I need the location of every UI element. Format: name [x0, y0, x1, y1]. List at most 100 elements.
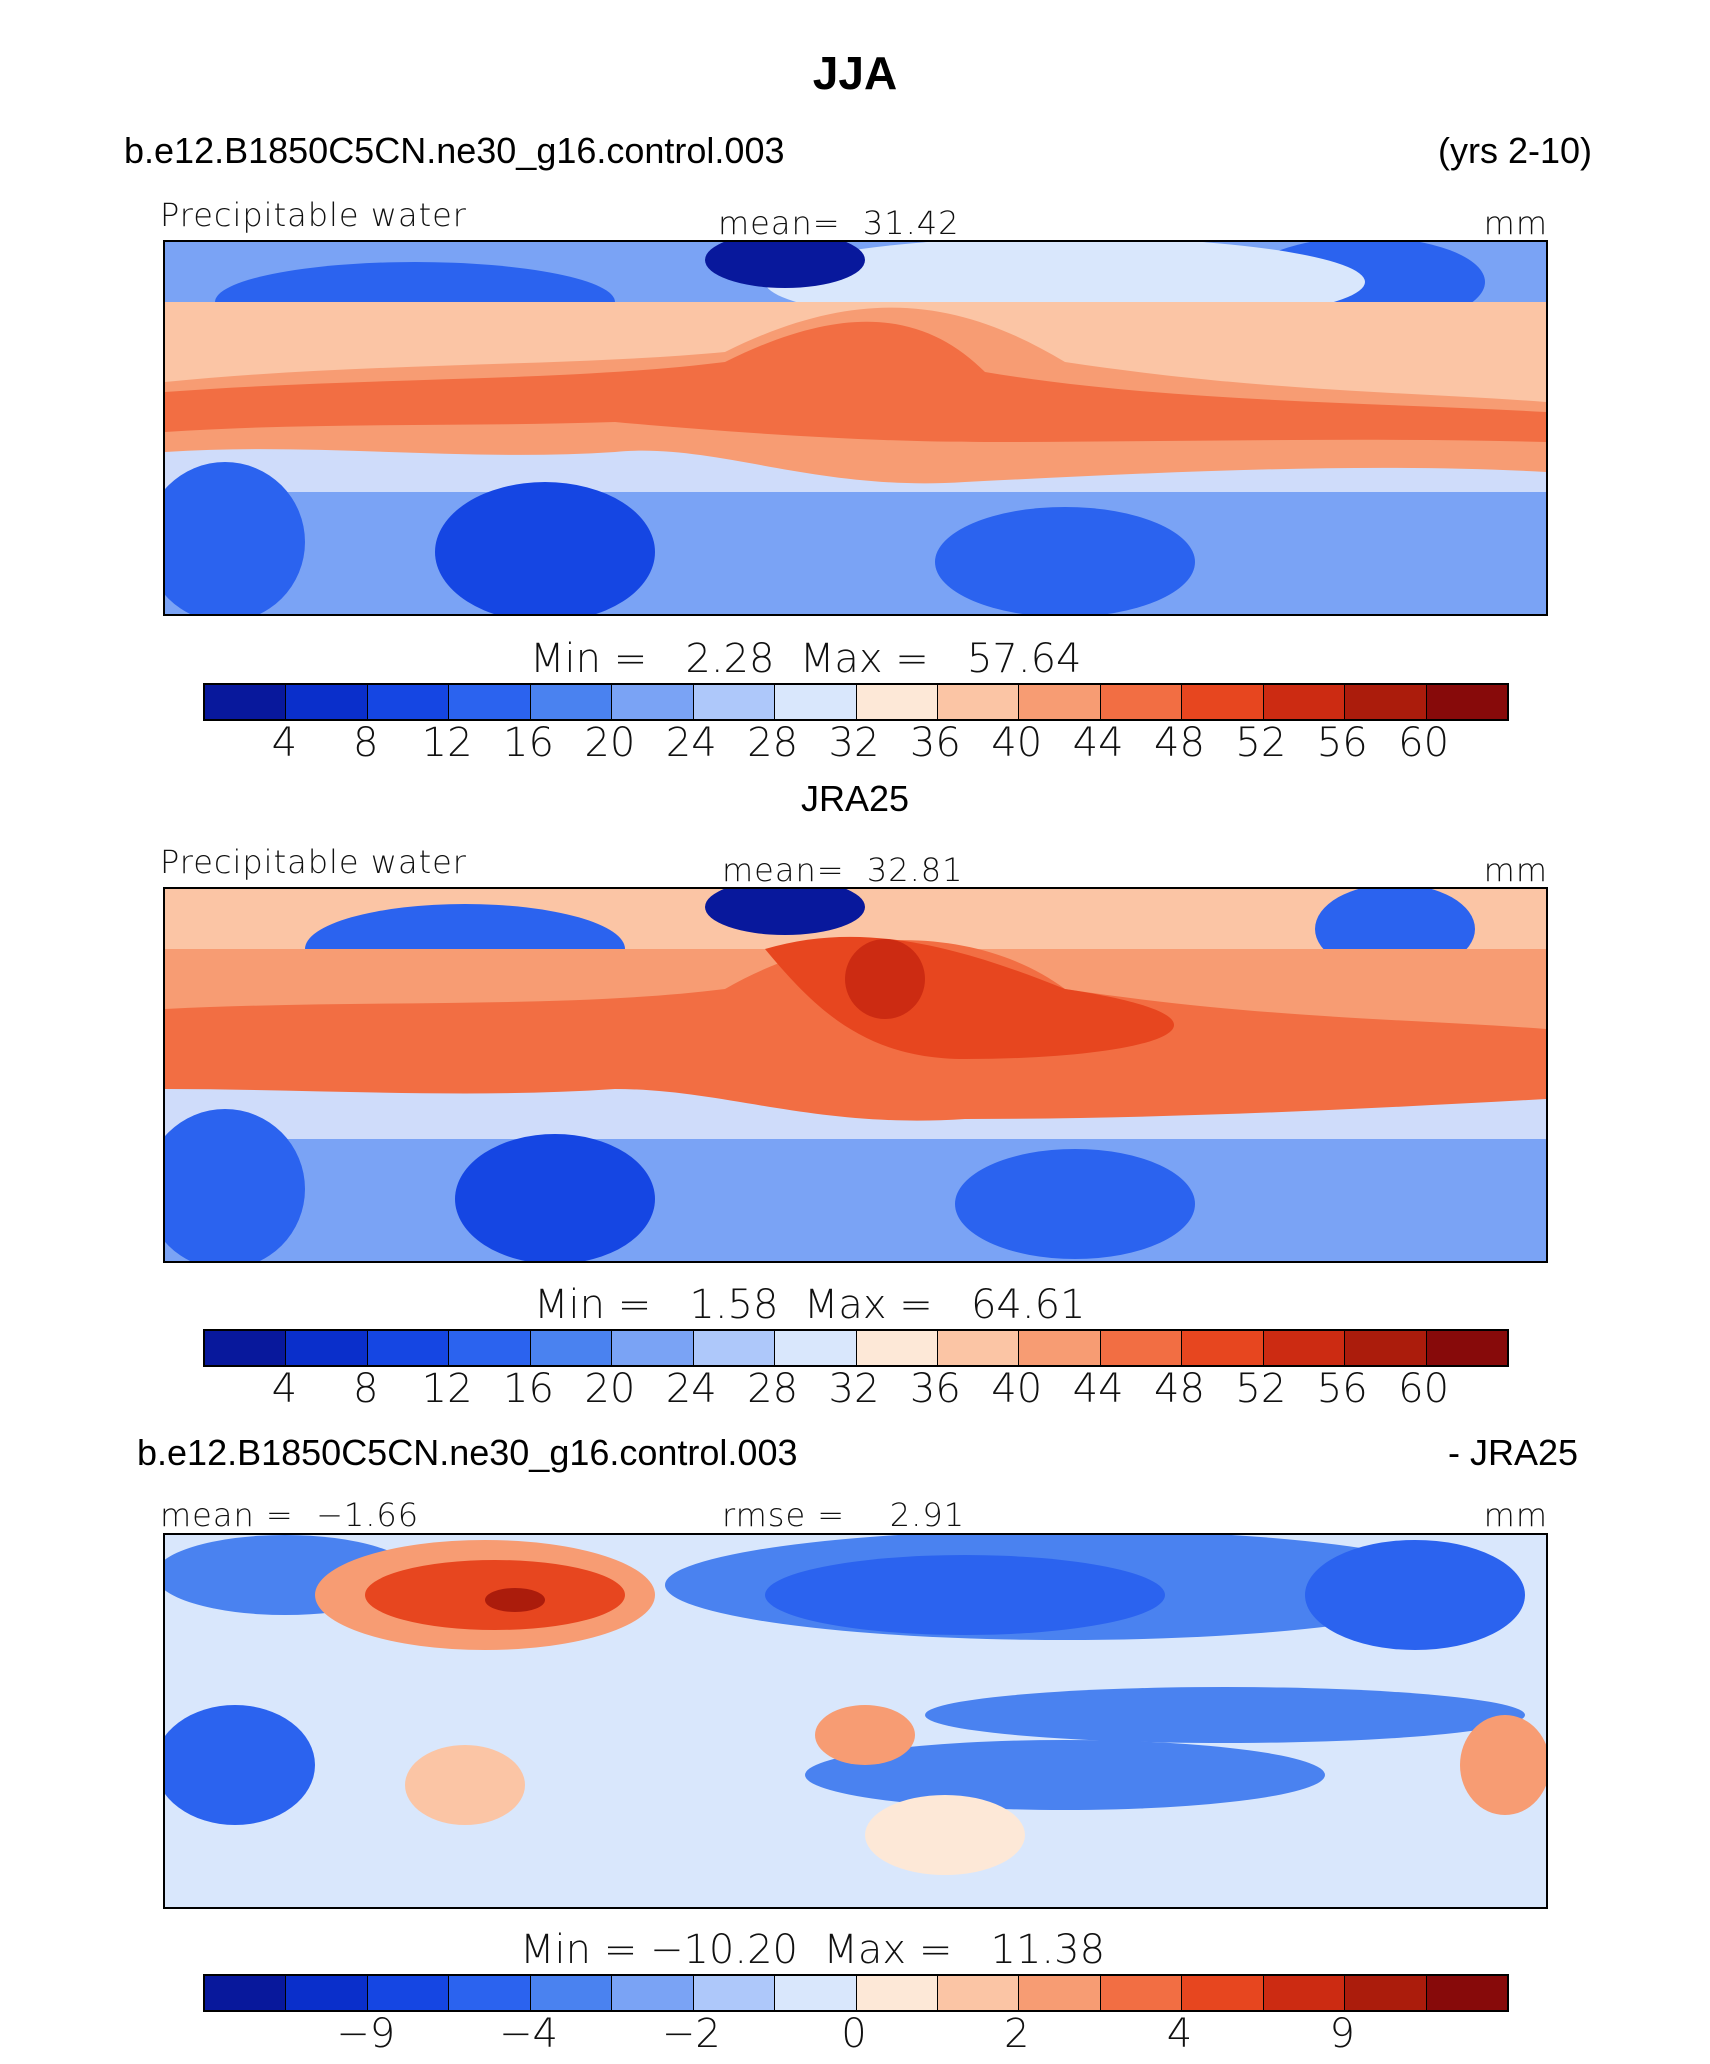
colorbar-box-10 [937, 1331, 1020, 1365]
panel3-rmse-label: rmse = [722, 1496, 846, 1534]
panel1-minmax: Min = 2.28 Max = 57.64 [530, 636, 1081, 682]
colorbar-box-1 [205, 1331, 287, 1365]
colorbar-box-12 [1100, 685, 1183, 719]
colorbar-box-6 [612, 1976, 694, 2010]
colorbar-box-3 [367, 1331, 450, 1365]
colorbar-tick-label: 9 [1329, 2011, 1355, 2057]
colorbar-tick-label: −4 [499, 2011, 558, 2057]
panel3-rmse-value: 2.91 [889, 1496, 966, 1534]
colorbar-box-14 [1263, 685, 1346, 719]
colorbar-box-15 [1345, 1976, 1427, 2010]
panel1-mean-label: mean= [718, 204, 841, 242]
colorbar-tick-label: 44 [1072, 1366, 1124, 1412]
colorbar-box-16 [1426, 1331, 1507, 1365]
panel2-variable: Precipitable water [160, 843, 467, 881]
colorbar-box-2 [286, 1331, 368, 1365]
colorbar-tick-label: 20 [584, 720, 636, 766]
colorbar-box-5 [530, 1976, 613, 2010]
colorbar-tick-label: 40 [991, 720, 1043, 766]
years-label: (yrs 2-10) [1437, 130, 1592, 171]
colorbar-tick-label: 2 [1004, 2011, 1030, 2057]
panel2-mean: mean= 32.81 [722, 851, 964, 889]
case-name: b.e12.B1850C5CN.ne30_g16.control.003 [124, 130, 785, 171]
panel3-mean-label: mean = [160, 1496, 294, 1534]
panel1-min-value: 2.28 [685, 636, 775, 682]
panel3-units: mm [1483, 1496, 1548, 1534]
obs-name: JRA25 [800, 778, 910, 819]
colorbar-box-5 [530, 685, 613, 719]
colorbar-box-13 [1182, 1976, 1264, 2010]
panel3-mean-value: −1.66 [316, 1496, 420, 1534]
colorbar-box-16 [1426, 685, 1507, 719]
colorbar-box-3 [367, 1976, 450, 2010]
colorbar-box-6 [612, 685, 694, 719]
colorbar-tick-label: 4 [271, 1366, 298, 1412]
diff-suffix: - JRA25 [1447, 1432, 1578, 1473]
colorbar-box-4 [449, 1331, 531, 1365]
panel1-min-label: Min = [530, 636, 648, 682]
colorbar-box-4 [449, 685, 531, 719]
panel3-map [163, 1533, 1548, 1909]
figure-title: JJA [812, 47, 898, 99]
panel3-min-label: Min = [520, 1927, 638, 1973]
panel3-contour-field [165, 1535, 1546, 1907]
colorbar-tick-label: 0 [841, 2011, 867, 2057]
panel2-contour-field [165, 889, 1546, 1261]
colorbar-tick-label: 12 [421, 1366, 473, 1412]
colorbar-box-16 [1426, 1976, 1507, 2010]
panel2-max-value: 64.61 [970, 1282, 1086, 1328]
panel3-mean: mean = −1.66 [160, 1496, 419, 1534]
colorbar-box-8 [775, 685, 857, 719]
colorbar-box-14 [1263, 1331, 1346, 1365]
panel1-mean-value: 31.42 [862, 204, 960, 242]
colorbar-box-8 [775, 1331, 857, 1365]
colorbar-tick-label: 56 [1316, 1366, 1368, 1412]
colorbar-tick-label: 12 [421, 720, 473, 766]
colorbar-box-11 [1019, 685, 1101, 719]
colorbar-tick-label: 44 [1072, 720, 1124, 766]
colorbar-tick-label: 4 [1166, 2011, 1193, 2057]
colorbar-box-8 [775, 1976, 857, 2010]
panel1-contour-field [165, 242, 1546, 614]
panel2-mean-label: mean= [722, 851, 845, 889]
colorbar-tick-label: 48 [1154, 720, 1205, 766]
colorbar-box-13 [1182, 1331, 1264, 1365]
colorbar-box-11 [1019, 1331, 1101, 1365]
colorbar-tick-label: 16 [503, 1366, 554, 1412]
panel3-colorbar [203, 1974, 1509, 2012]
colorbar-box-13 [1182, 685, 1264, 719]
panel3-min-value: −10.20 [649, 1927, 798, 1973]
colorbar-tick-label: 24 [665, 720, 717, 766]
colorbar-box-1 [205, 685, 287, 719]
panel3-max-label: Max = [823, 1927, 953, 1973]
colorbar-tick-label: 60 [1398, 720, 1450, 766]
colorbar-tick-label: 8 [353, 1366, 379, 1412]
colorbar-box-12 [1100, 1331, 1183, 1365]
colorbar-box-2 [286, 1976, 368, 2010]
colorbar-box-11 [1019, 1976, 1101, 2010]
panel2-colorbar [203, 1329, 1509, 1367]
panel3-minmax: Min = −10.20 Max = 11.38 [520, 1927, 1105, 1973]
colorbar-tick-label: 48 [1154, 1366, 1205, 1412]
colorbar-box-2 [286, 685, 368, 719]
colorbar-tick-label: 52 [1235, 1366, 1287, 1412]
panel2-min-label: Min = [534, 1282, 652, 1328]
diff-case-name: b.e12.B1850C5CN.ne30_g16.control.003 [137, 1432, 798, 1473]
panel1-units: mm [1483, 204, 1548, 242]
colorbar-box-6 [612, 1331, 694, 1365]
colorbar-box-7 [693, 1331, 776, 1365]
colorbar-tick-label: 60 [1398, 1366, 1450, 1412]
colorbar-box-15 [1345, 685, 1427, 719]
colorbar-box-7 [693, 685, 776, 719]
colorbar-tick-label: 8 [353, 720, 379, 766]
colorbar-tick-label: 56 [1316, 720, 1368, 766]
colorbar-tick-label: 32 [828, 1366, 880, 1412]
colorbar-box-10 [937, 1976, 1020, 2010]
colorbar-box-14 [1263, 1976, 1346, 2010]
colorbar-box-15 [1345, 1331, 1427, 1365]
colorbar-box-5 [530, 1331, 613, 1365]
colorbar-tick-label: 20 [584, 1366, 636, 1412]
panel1-mean: mean= 31.42 [718, 204, 960, 242]
colorbar-box-7 [693, 1976, 776, 2010]
colorbar-tick-label: −2 [661, 2011, 721, 2057]
